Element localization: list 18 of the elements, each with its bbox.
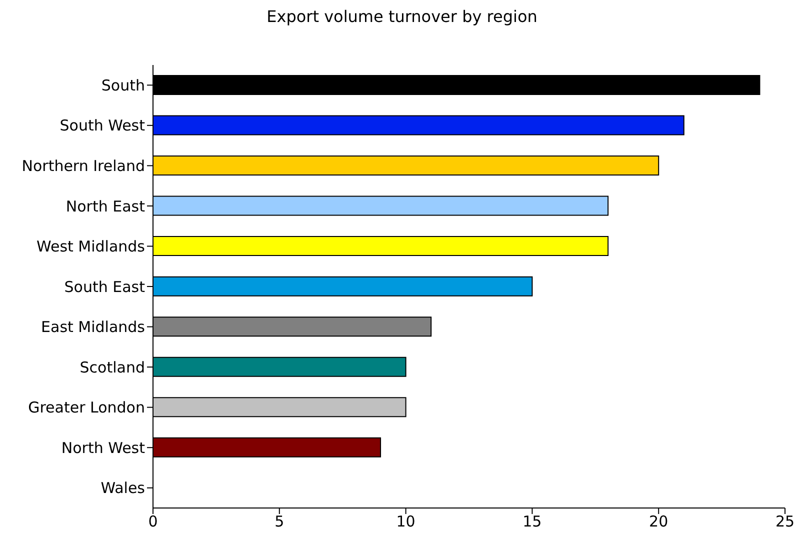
x-tick-label: 10: [396, 512, 416, 531]
y-tick-label: South: [101, 76, 145, 94]
y-tick-label: South West: [60, 116, 146, 135]
y-tick-label: North West: [61, 438, 146, 457]
y-tick-label: Greater London: [28, 398, 145, 417]
y-tick-label: North East: [66, 197, 146, 216]
y-tick-label: East Midlands: [41, 318, 146, 336]
y-tick-label: West Midlands: [36, 238, 146, 256]
x-tick-label: 20: [649, 512, 668, 531]
y-tick-label: Scotland: [80, 358, 145, 376]
x-tick-label: 15: [522, 512, 542, 531]
x-tick-label: 5: [274, 512, 284, 531]
x-tick-label: 25: [775, 512, 795, 531]
y-tick-label: Northern Ireland: [22, 157, 145, 176]
chart-title: Export volume turnover by region: [266, 7, 538, 26]
x-tick-label: 0: [148, 512, 158, 531]
y-tick-label: South East: [64, 278, 146, 296]
y-tick-label: Wales: [100, 479, 146, 498]
